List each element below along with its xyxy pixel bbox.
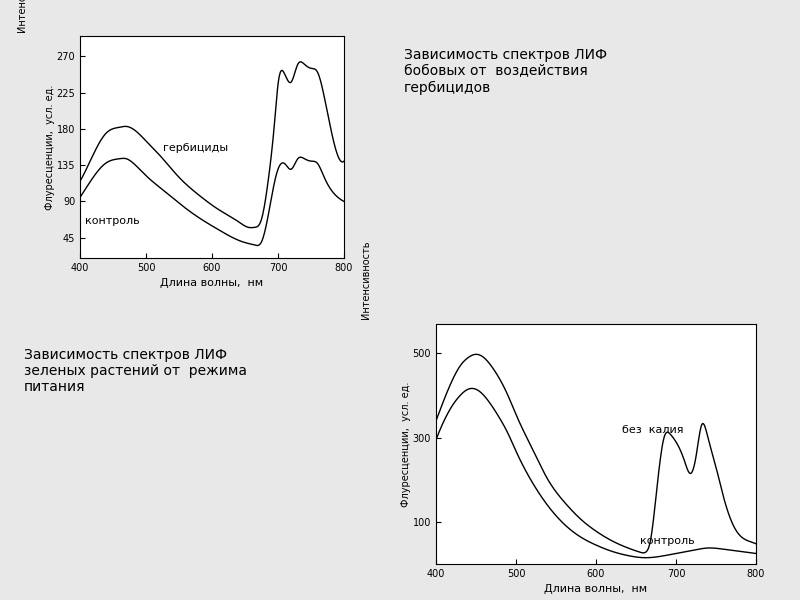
- Y-axis label: Флуресценции,  усл. ед.: Флуресценции, усл. ед.: [402, 382, 411, 506]
- X-axis label: Длина волны,  нм: Длина волны, нм: [161, 278, 263, 289]
- Text: контроль: контроль: [86, 216, 140, 226]
- Text: Зависимость спектров ЛИФ
бобовых от  воздействия
гербицидов: Зависимость спектров ЛИФ бобовых от возд…: [404, 48, 607, 95]
- Text: гербициды: гербициды: [162, 143, 228, 154]
- Text: Интенсивность: Интенсивность: [361, 241, 370, 319]
- Text: Зависимость спектров ЛИФ
зеленых растений от  режима
питания: Зависимость спектров ЛИФ зеленых растени…: [24, 348, 247, 394]
- Text: Интенсивность: Интенсивность: [17, 0, 27, 32]
- Y-axis label: Флуресценции,  усл. ед.: Флуресценции, усл. ед.: [45, 85, 55, 209]
- Text: без  калия: без калия: [622, 425, 683, 436]
- Text: контроль: контроль: [640, 536, 694, 546]
- X-axis label: Длина волны,  нм: Длина волны, нм: [545, 584, 647, 595]
